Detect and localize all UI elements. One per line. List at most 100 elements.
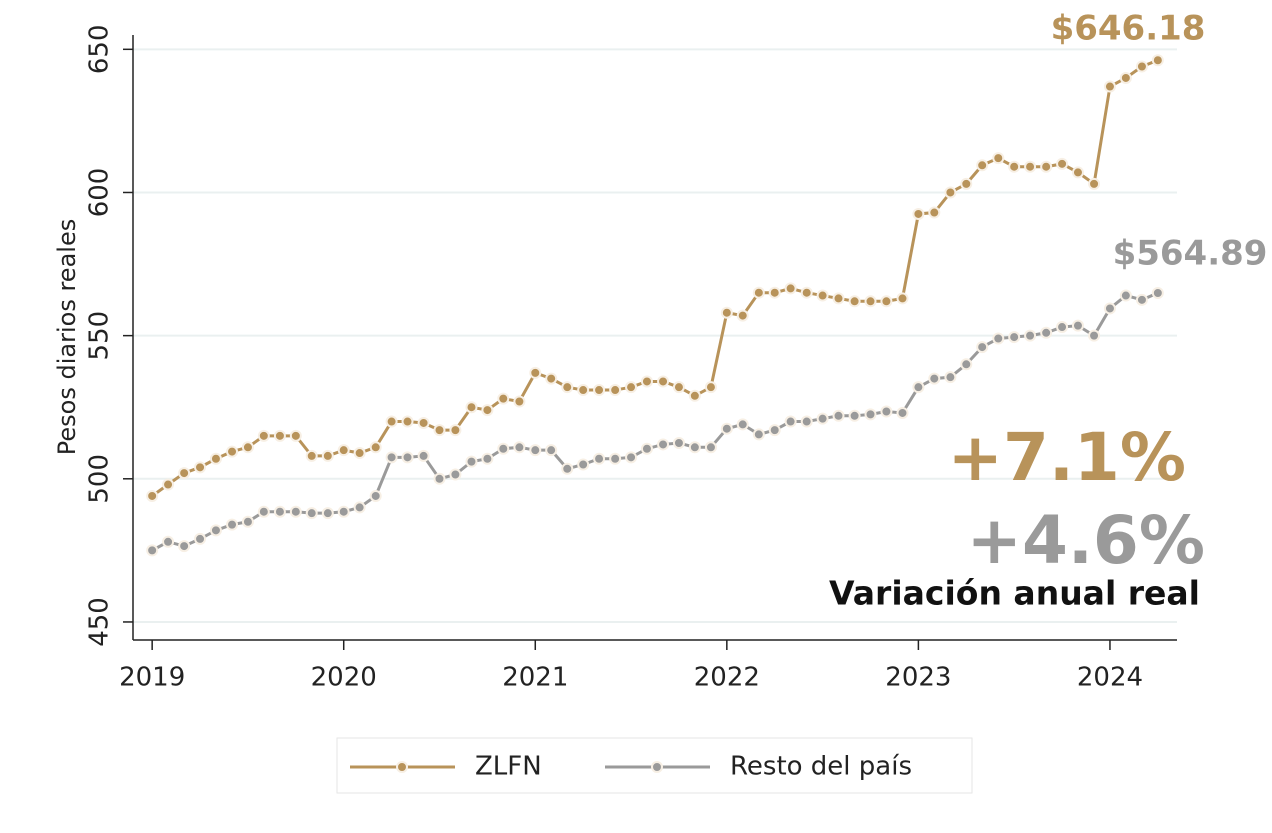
data-point — [497, 392, 510, 405]
data-point — [816, 412, 829, 425]
annotation: +7.1% — [948, 419, 1186, 496]
data-point — [1071, 319, 1084, 332]
data-point — [736, 309, 749, 322]
data-point — [609, 384, 622, 397]
data-point — [688, 389, 701, 402]
data-point — [513, 441, 526, 454]
data-point — [241, 515, 254, 528]
data-point — [944, 186, 957, 199]
data-point — [880, 405, 893, 418]
data-point — [577, 458, 590, 471]
data-point — [625, 381, 638, 394]
data-point — [146, 544, 159, 557]
data-point — [273, 505, 286, 518]
y-tick-label: 600 — [85, 168, 115, 218]
data-point — [976, 159, 989, 172]
data-point — [896, 292, 909, 305]
data-point — [672, 381, 685, 394]
data-point — [800, 415, 813, 428]
data-point — [337, 444, 350, 457]
annotation: Variación anual real — [829, 574, 1200, 613]
data-point — [992, 152, 1005, 165]
legend-marker — [651, 761, 663, 773]
data-point — [768, 424, 781, 437]
data-point — [289, 429, 302, 442]
data-point — [672, 437, 685, 450]
y-tick-label: 500 — [85, 454, 115, 504]
data-point — [992, 332, 1005, 345]
data-point — [832, 292, 845, 305]
x-tick-label: 2021 — [502, 663, 568, 693]
data-point — [433, 424, 446, 437]
data-point — [257, 505, 270, 518]
x-tick-label: 2020 — [311, 663, 377, 693]
data-point — [784, 282, 797, 295]
plot-area: 450 500 550 600 650 2019 2020 2021 2022 2023 2024 — [85, 24, 1177, 693]
data-point — [305, 507, 318, 520]
data-point — [640, 442, 653, 455]
data-point — [1056, 321, 1069, 334]
data-point — [944, 371, 957, 384]
data-point — [784, 415, 797, 428]
data-point — [353, 447, 366, 460]
data-point — [194, 461, 207, 474]
data-point — [385, 415, 398, 428]
annotation: $564.89 — [1113, 234, 1268, 274]
data-point — [305, 449, 318, 462]
x-tick-label: 2019 — [119, 663, 185, 693]
y-tick-label: 450 — [85, 597, 115, 647]
data-point — [289, 505, 302, 518]
annotation: $646.18 — [1051, 9, 1206, 49]
data-point — [226, 518, 239, 531]
data-point — [1151, 54, 1164, 67]
legend-label: ZLFN — [475, 752, 542, 782]
data-point — [561, 381, 574, 394]
data-point — [593, 452, 606, 465]
data-point — [449, 468, 462, 481]
x-tick-label: 2023 — [885, 663, 951, 693]
data-point — [1088, 329, 1101, 342]
data-point — [545, 372, 558, 385]
data-point — [1040, 326, 1053, 339]
legend-label: Resto del país — [730, 752, 912, 782]
data-point — [657, 438, 670, 451]
data-point — [369, 441, 382, 454]
data-point — [704, 381, 717, 394]
y-tick-label: 550 — [85, 311, 115, 361]
data-point — [1103, 302, 1116, 315]
data-point — [481, 404, 494, 417]
data-point — [864, 408, 877, 421]
background — [18, 0, 1208, 829]
data-point — [353, 501, 366, 514]
data-point — [720, 422, 733, 435]
data-point — [912, 207, 925, 220]
data-point — [688, 441, 701, 454]
data-point — [194, 532, 207, 545]
data-point — [752, 428, 765, 441]
data-point — [1103, 80, 1116, 93]
data-point — [896, 406, 909, 419]
data-point — [928, 372, 941, 385]
data-point — [1040, 160, 1053, 173]
data-point — [816, 289, 829, 302]
data-point — [880, 295, 893, 308]
data-point — [497, 442, 510, 455]
data-point — [337, 505, 350, 518]
data-point — [768, 286, 781, 299]
data-point — [976, 341, 989, 354]
data-point — [321, 507, 334, 520]
data-point — [417, 416, 430, 429]
data-point — [1024, 160, 1037, 173]
y-axis-label: Pesos diarios reales — [53, 219, 81, 455]
data-point — [1024, 329, 1037, 342]
data-point — [625, 451, 638, 464]
data-point — [433, 472, 446, 485]
data-point — [209, 452, 222, 465]
data-point — [593, 384, 606, 397]
data-point — [401, 415, 414, 428]
data-point — [609, 452, 622, 465]
data-point — [577, 384, 590, 397]
data-point — [752, 286, 765, 299]
data-point — [832, 409, 845, 422]
